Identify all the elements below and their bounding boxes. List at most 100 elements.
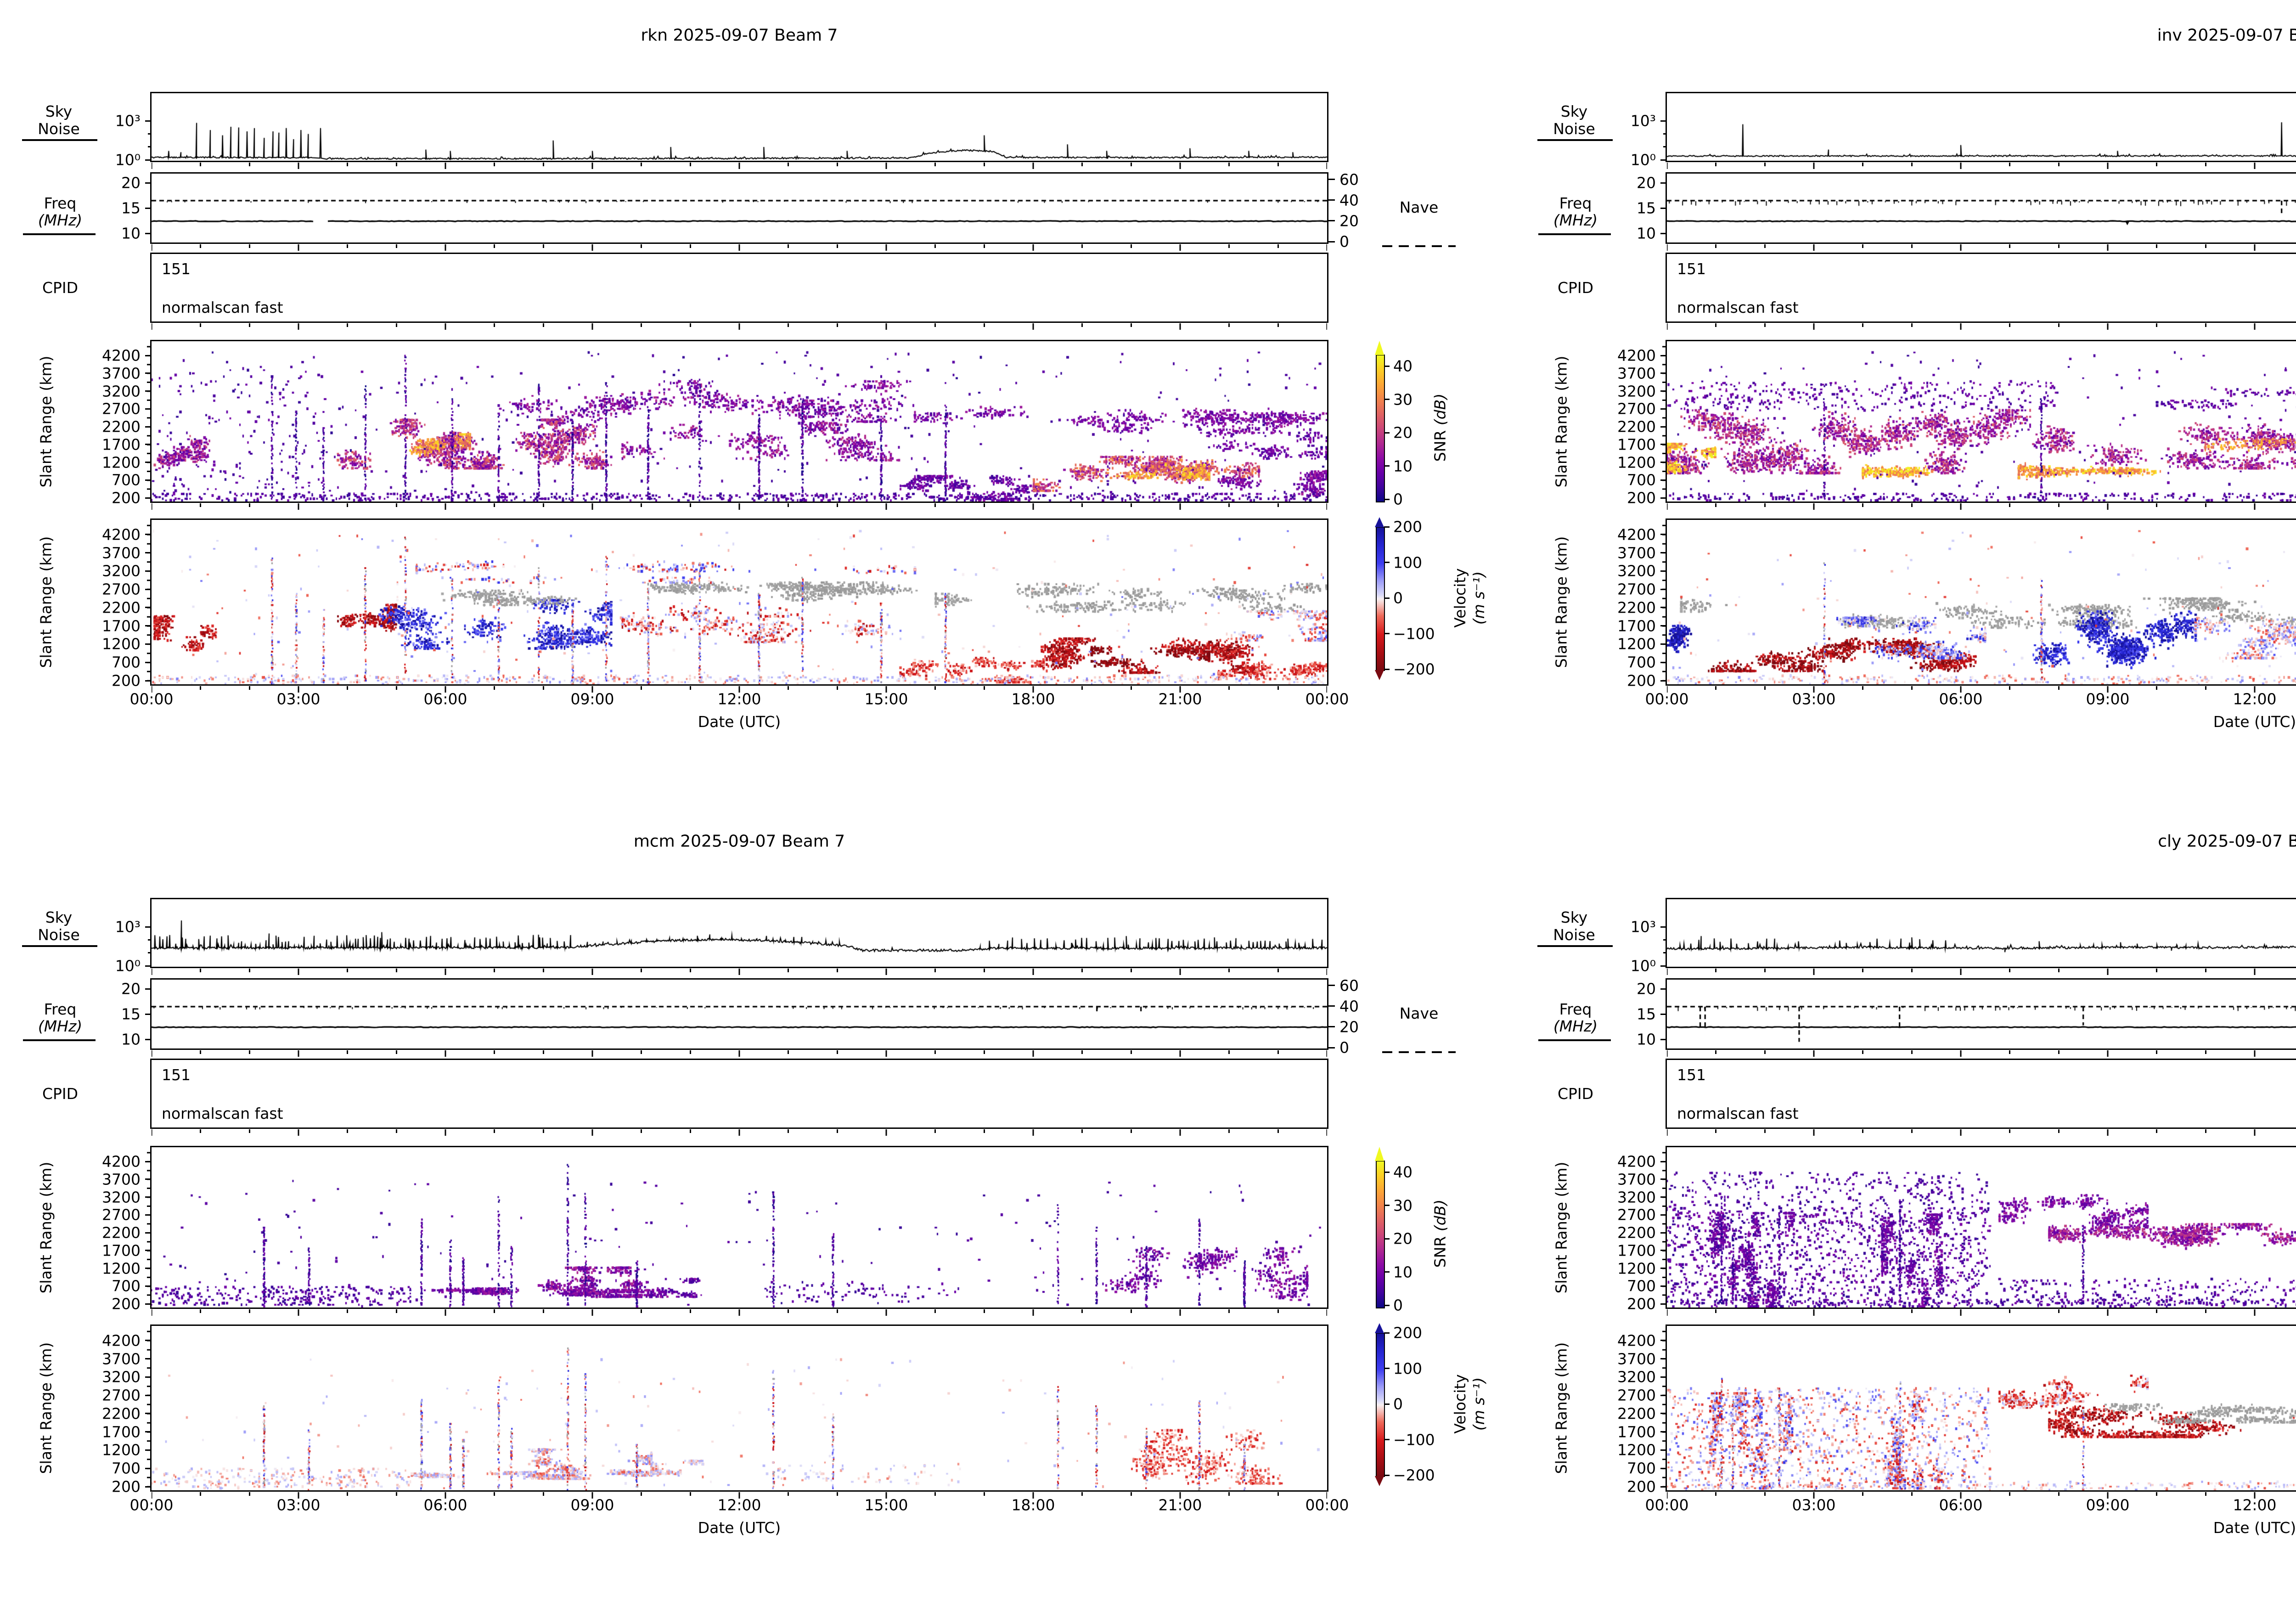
cpid-code: 151: [1677, 260, 1706, 278]
time-tick-label: 21:00: [1158, 1496, 1202, 1514]
y-tick-label: 1700: [102, 617, 141, 635]
station-panel-mcm: mcm 2025-09-07 Beam 7 Sky Noise Freq (MH…: [0, 806, 1515, 1612]
colorbar-tick: [1384, 1403, 1390, 1405]
y-tick-label: 2700: [1617, 400, 1656, 418]
slant-range-label-velocity: Slant Range (km): [1552, 536, 1570, 668]
y-tick: [145, 1013, 152, 1015]
colorbar-tick: [1384, 597, 1390, 599]
time-tick-label: 09:00: [570, 1496, 614, 1514]
freq-label-underline: [23, 1039, 96, 1041]
y-tick-label: 3700: [102, 1170, 141, 1189]
time-tick-label: 18:00: [1011, 690, 1055, 708]
y-tick-label: 1700: [1617, 617, 1656, 635]
time-tick-label: 06:00: [1939, 690, 1983, 708]
colorbar-tick-label: 200: [1393, 1324, 1422, 1342]
x-tick-strip-major: [1667, 1309, 2296, 1316]
y-tick-label: 200: [1627, 1295, 1656, 1313]
time-tick-label: 00:00: [129, 1496, 174, 1514]
y-tick: [1660, 372, 1667, 374]
y-tick-label: 200: [1627, 489, 1656, 507]
y-tick-label: 10⁰: [1630, 151, 1656, 169]
colorbar-tick: [1384, 365, 1390, 367]
time-tick-label: 21:00: [1158, 690, 1202, 708]
y-tick-label: 2200: [1617, 1404, 1656, 1423]
y-tick-strip-minor: [1662, 341, 1667, 502]
sky-noise-canvas: [152, 93, 1327, 161]
cpid-axis-label: CPID: [42, 279, 79, 297]
y-tick-label: 2700: [102, 580, 141, 598]
y-tick: [145, 372, 152, 374]
nave-tick: [1328, 241, 1335, 242]
y-tick-strip-minor: [147, 1326, 152, 1490]
panel-title: rkn 2025-09-07 Beam 7: [641, 26, 838, 45]
colorbar-tick: [1384, 526, 1390, 528]
y-tick: [145, 390, 152, 392]
snr-canvas: [1667, 341, 2296, 502]
colorbar-tick: [1384, 1304, 1390, 1306]
colorbar-bar: [1376, 355, 1385, 502]
y-tick: [145, 1196, 152, 1198]
y-tick-label: 1200: [1617, 1441, 1656, 1459]
y-tick: [1660, 607, 1667, 609]
y-tick-label: 10: [121, 224, 141, 242]
station-panel-cly: cly 2025-09-07 Beam 7 Sky Noise Freq (MH…: [1515, 806, 2296, 1612]
sky-noise-label-underline: [1537, 945, 1613, 947]
y-tick: [1660, 479, 1667, 481]
colorbar-arrow-down: [1375, 1476, 1384, 1486]
y-tick: [145, 552, 152, 554]
freq-axis-label-line2: (MHz): [1553, 1017, 1598, 1036]
nave-tick-label: 40: [1339, 191, 1359, 209]
time-tick-label: 00:00: [1645, 1496, 1689, 1514]
y-tick: [145, 1340, 152, 1341]
nave-tick: [1328, 985, 1335, 986]
colorbar-label-snr-prefix: SNR: [1431, 425, 1449, 462]
time-tick-label: 12:00: [2233, 1496, 2277, 1514]
colorbar-tick: [1384, 1368, 1390, 1369]
nave-tick-label: 60: [1339, 976, 1359, 995]
y-tick-label: 200: [1627, 1477, 1656, 1496]
y-tick-label: 1200: [1617, 453, 1656, 472]
y-tick-label: 700: [112, 653, 141, 671]
y-tick-label: 3700: [1617, 364, 1656, 383]
y-tick: [1660, 534, 1667, 535]
y-tick: [145, 661, 152, 663]
slant-range-label-snr: Slant Range (km): [1552, 355, 1570, 488]
y-tick-strip-minor: [1662, 1147, 1667, 1308]
y-tick: [1660, 1232, 1667, 1234]
velocity-canvas: [1667, 520, 2296, 684]
colorbar-tick: [1384, 1474, 1390, 1476]
x-tick-strip-major: [1667, 503, 2296, 510]
x-tick-strip-major: [1667, 1492, 2296, 1499]
sky-noise-axis-label-line1: Sky: [45, 908, 73, 927]
time-tick-label: 03:00: [276, 690, 321, 708]
cpid-panel: [1666, 1059, 2296, 1129]
y-tick: [1660, 588, 1667, 590]
x-tick-strip-major: [1667, 244, 2296, 251]
y-tick: [145, 444, 152, 445]
y-tick-label: 3700: [102, 364, 141, 383]
y-tick: [145, 588, 152, 590]
x-tick-strip-major: [1667, 686, 2296, 693]
y-tick: [1660, 1486, 1667, 1488]
colorbar-tick-label: −200: [1393, 660, 1435, 678]
time-tick-label: 12:00: [717, 690, 761, 708]
y-tick-label: 4200: [102, 525, 141, 544]
y-tick: [1660, 1413, 1667, 1415]
y-tick: [1660, 159, 1667, 161]
sky-noise-canvas: [1667, 899, 2296, 967]
nave-tick: [1328, 1047, 1335, 1048]
y-tick-label: 4200: [102, 1152, 141, 1171]
time-tick-label: 09:00: [2086, 690, 2130, 708]
y-tick-label: 200: [112, 489, 141, 507]
y-tick-label: 20: [121, 174, 141, 192]
y-tick: [1660, 1268, 1667, 1269]
freq-canvas: [152, 980, 1327, 1048]
cpid-panel: [150, 1059, 1328, 1129]
cpid-code: 151: [1677, 1066, 1706, 1084]
colorbar-label-velocity-line2: (m s⁻¹): [1470, 571, 1488, 625]
colorbar-label-velocity-line1: Velocity: [1451, 1374, 1469, 1434]
y-tick-label: 200: [1627, 671, 1656, 690]
y-tick: [1660, 965, 1667, 967]
y-tick: [145, 182, 152, 184]
